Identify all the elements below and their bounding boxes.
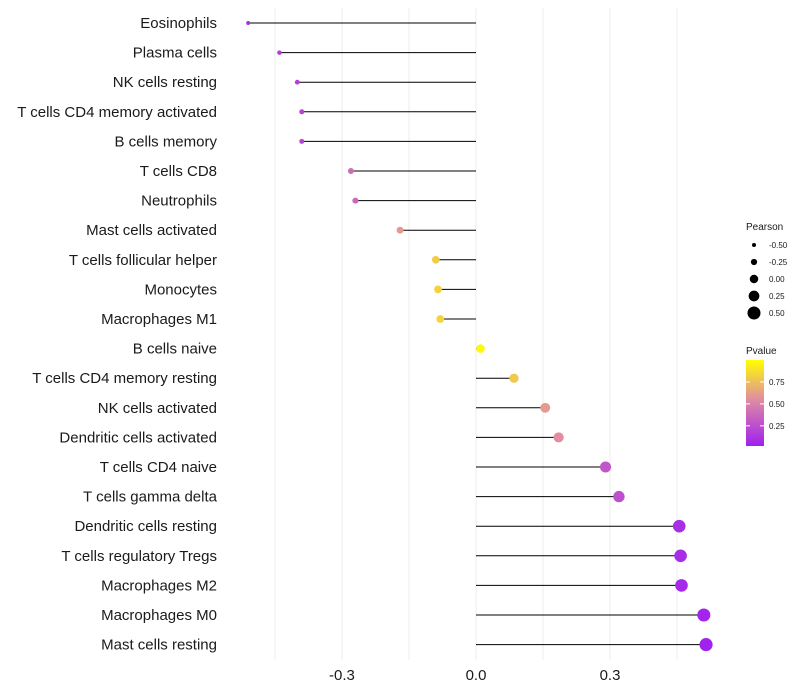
category-label: Dendritic cells resting — [74, 518, 217, 535]
lollipop-point — [294, 79, 300, 85]
grid-layer — [274, 8, 678, 660]
category-label: T cells gamma delta — [83, 489, 218, 506]
lollipop-point — [352, 197, 359, 204]
lollipop-point — [436, 315, 445, 323]
lollipop-point — [246, 21, 251, 25]
category-labels: Eosinophils Plasma cells NK cells resting T… — [17, 15, 217, 654]
legend-size-label: 0.50 — [769, 309, 785, 318]
lollipop-point — [299, 138, 305, 144]
category-label: T cells regulatory Tregs — [61, 548, 217, 565]
x-tick-labels: -0.3 0.0 0.3 — [329, 667, 620, 684]
legend-size-dot — [749, 274, 759, 284]
colorbar-label: 0.50 — [769, 400, 785, 409]
x-tick-label: 0.0 — [466, 667, 487, 684]
category-label: B cells naive — [133, 341, 217, 358]
legend-pvalue: Pvalue 0.25 0.50 0.75 — [746, 346, 785, 446]
category-label: NK cells resting — [113, 74, 217, 91]
lollipop-point — [277, 50, 282, 55]
lollipop-point — [396, 226, 404, 234]
lollipop-point — [431, 255, 440, 264]
lollipop-point — [674, 549, 687, 563]
legend-size-label: -0.50 — [769, 241, 788, 250]
category-label: Plasma cells — [133, 45, 217, 62]
category-label: B cells memory — [114, 133, 217, 150]
legend-size-label: 0.25 — [769, 292, 785, 301]
category-label: Eosinophils — [140, 15, 217, 32]
lollipop-point — [672, 519, 686, 533]
lollipop-point — [476, 344, 485, 353]
lollipop-point — [599, 461, 612, 473]
point-layer — [246, 21, 713, 652]
stem-layer — [248, 22, 707, 646]
category-label: T cells CD4 memory resting — [32, 370, 217, 387]
legend-size-dot — [750, 258, 758, 266]
category-label: NK cells activated — [98, 400, 217, 417]
x-tick-label: 0.3 — [600, 667, 621, 684]
lollipop-point — [509, 373, 519, 383]
category-label: Mast cells resting — [101, 637, 217, 654]
legend-pvalue-title: Pvalue — [746, 346, 777, 357]
category-label: Macrophages M2 — [101, 577, 217, 594]
category-label: T cells CD8 — [140, 163, 217, 180]
x-tick-label: -0.3 — [329, 667, 355, 684]
category-label: Dendritic cells activated — [59, 429, 217, 446]
legend-size-label: 0.00 — [769, 275, 785, 284]
category-label: Monocytes — [144, 281, 217, 298]
category-label: T cells CD4 naive — [100, 459, 217, 476]
lollipop-point — [540, 402, 551, 413]
pvalue-colorbar — [746, 360, 764, 446]
category-label: T cells CD4 memory activated — [17, 104, 217, 121]
legend-size-dot — [752, 243, 756, 247]
lollipop-point — [553, 432, 564, 443]
lollipop-point — [613, 490, 625, 503]
legend-size-dot — [748, 290, 760, 302]
legend-size-label: -0.25 — [769, 258, 788, 267]
lollipop-point — [699, 638, 713, 652]
legend-pearson-title: Pearson — [746, 222, 783, 233]
category-label: Mast cells activated — [86, 222, 217, 239]
category-label: Neutrophils — [141, 193, 217, 210]
lollipop-point — [675, 579, 688, 592]
lollipop-point — [299, 109, 305, 115]
legend-pearson: Pearson -0.50 -0.25 0.00 0.25 0.50 — [746, 222, 788, 320]
colorbar-label: 0.75 — [769, 378, 785, 387]
lollipop-point — [434, 285, 442, 294]
lollipop-point — [697, 608, 711, 622]
lollipop-point — [347, 168, 354, 174]
category-label: T cells follicular helper — [69, 252, 217, 269]
category-label: Macrophages M1 — [101, 311, 217, 328]
colorbar-label: 0.25 — [769, 422, 785, 431]
category-label: Macrophages M0 — [101, 607, 217, 624]
legend-size-dot — [747, 306, 761, 320]
